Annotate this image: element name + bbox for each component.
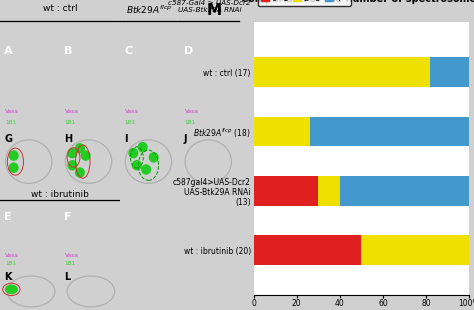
Text: Vasa: Vasa <box>125 109 138 114</box>
Text: Vasa: Vasa <box>5 109 19 114</box>
Circle shape <box>68 148 77 158</box>
Text: A: A <box>4 46 13 56</box>
Text: 1B1: 1B1 <box>5 120 16 125</box>
Circle shape <box>75 168 84 177</box>
Circle shape <box>149 153 158 162</box>
Text: H: H <box>64 135 73 144</box>
Text: $Btk29A^{flcp}$: $Btk29A^{flcp}$ <box>127 3 173 16</box>
Text: wt : ctrl: wt : ctrl <box>43 4 77 13</box>
Title: Comparison of the number of spectrosomes: Comparison of the number of spectrosomes <box>241 0 474 4</box>
Text: L: L <box>64 272 71 282</box>
Text: F: F <box>64 212 72 222</box>
Bar <box>319 176 340 206</box>
Circle shape <box>138 143 147 152</box>
Circle shape <box>9 151 18 160</box>
Circle shape <box>129 148 138 158</box>
Text: K: K <box>4 272 12 282</box>
Circle shape <box>133 161 141 170</box>
Bar <box>361 235 469 265</box>
Text: C: C <box>124 46 132 56</box>
Text: G: G <box>4 135 12 144</box>
Text: Vasa: Vasa <box>184 109 199 114</box>
Text: c587-Gal4 > UAS-Dcr2
UAS-Btk29A RNAi: c587-Gal4 > UAS-Dcr2 UAS-Btk29A RNAi <box>168 1 251 13</box>
Text: Vasa: Vasa <box>5 253 19 258</box>
Text: 1B1: 1B1 <box>65 261 76 266</box>
Text: Vasa: Vasa <box>65 109 79 114</box>
Text: E: E <box>4 212 12 222</box>
Bar <box>254 57 430 87</box>
Text: D: D <box>184 46 193 56</box>
Legend: 0~1, 2~3, 4~: 0~1, 2~3, 4~ <box>258 0 351 6</box>
Text: B: B <box>64 46 73 56</box>
Bar <box>254 117 310 146</box>
Circle shape <box>9 163 18 172</box>
Text: J: J <box>184 135 187 144</box>
Circle shape <box>6 285 17 294</box>
Circle shape <box>75 144 84 153</box>
Text: 1B1: 1B1 <box>125 120 136 125</box>
Bar <box>254 176 319 206</box>
Bar <box>340 176 469 206</box>
Text: 1B1: 1B1 <box>184 120 196 125</box>
Circle shape <box>142 165 150 174</box>
Text: 1B1: 1B1 <box>65 120 76 125</box>
Bar <box>254 235 361 265</box>
Bar <box>310 117 469 146</box>
Text: Vasa: Vasa <box>65 253 79 258</box>
Text: 1B1: 1B1 <box>5 261 16 266</box>
Circle shape <box>82 151 90 160</box>
Bar <box>430 57 469 87</box>
Text: M: M <box>206 2 221 18</box>
Text: wt : ibrutinib: wt : ibrutinib <box>31 189 89 199</box>
Text: I: I <box>124 135 128 144</box>
Circle shape <box>68 161 77 170</box>
